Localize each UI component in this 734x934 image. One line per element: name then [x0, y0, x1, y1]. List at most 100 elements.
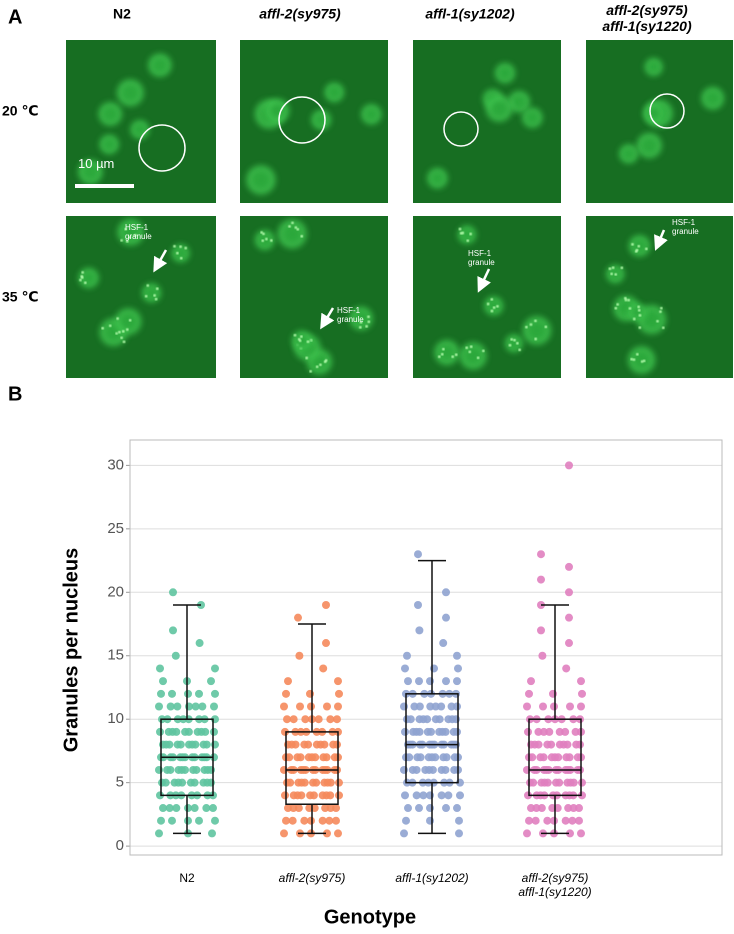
granule [490, 298, 494, 301]
data-point [333, 740, 341, 749]
nucleolus [120, 314, 136, 329]
granule [294, 226, 298, 229]
data-point [211, 740, 219, 749]
data-point [306, 689, 314, 698]
arrow [654, 229, 668, 251]
data-point [404, 677, 412, 686]
micrograph-content [413, 40, 561, 203]
data-point [169, 626, 177, 635]
data-point [569, 778, 578, 787]
data-point [578, 778, 586, 787]
data-point [210, 753, 218, 762]
data-point [563, 740, 572, 749]
data-point [539, 753, 548, 762]
granule [84, 281, 87, 285]
nucleus-outline [138, 124, 186, 172]
data-point [524, 727, 532, 736]
data-point [157, 689, 165, 698]
granule [173, 244, 176, 248]
data-point [415, 727, 424, 736]
nucleolus [642, 138, 657, 153]
granule [620, 266, 624, 270]
micrograph-content [586, 40, 733, 203]
nucleus-outline [649, 93, 685, 129]
granule [492, 306, 496, 309]
granule [261, 239, 265, 242]
micrograph-content [66, 40, 216, 203]
data-point [190, 804, 199, 813]
data-point [577, 702, 585, 711]
granule [128, 318, 132, 322]
data-point [528, 753, 537, 762]
data-point [335, 791, 343, 800]
data-point [453, 804, 461, 813]
data-point [191, 702, 200, 711]
data-point [322, 753, 331, 762]
data-point [401, 664, 409, 673]
granule [128, 235, 132, 239]
data-point [442, 677, 450, 686]
data-point [539, 702, 547, 711]
granule [661, 326, 665, 330]
granule [319, 363, 322, 367]
data-point [565, 461, 573, 470]
granule [516, 341, 519, 345]
granule [642, 359, 646, 363]
granule [367, 320, 371, 324]
granule [144, 294, 148, 298]
data-point [300, 778, 309, 787]
granule [637, 309, 641, 312]
panel-label: B [8, 383, 22, 405]
data-point [184, 804, 192, 813]
data-point [294, 804, 303, 813]
data-point [414, 550, 422, 559]
data-point [442, 588, 450, 597]
data-point [547, 740, 556, 749]
granule [616, 303, 619, 306]
data-point [566, 702, 574, 711]
data-point [286, 778, 295, 787]
nucleolus [296, 335, 308, 347]
granule [122, 340, 126, 344]
data-point [282, 816, 290, 825]
granule [179, 256, 183, 260]
data-point [211, 664, 219, 673]
granule [513, 338, 516, 342]
nucleolus [354, 311, 368, 325]
annotation: HSF-1 granule [672, 218, 699, 237]
nucleolus [513, 95, 526, 108]
granule [134, 233, 137, 237]
annotation: HSF-1 granule [468, 249, 495, 268]
data-point [415, 677, 423, 686]
micrograph [586, 216, 733, 378]
data-point [426, 677, 434, 686]
data-point [426, 816, 434, 825]
data-point [326, 715, 335, 724]
data-point [537, 804, 546, 813]
data-point [437, 791, 446, 800]
data-point [543, 778, 552, 787]
box [405, 693, 459, 784]
arrow [320, 307, 335, 330]
nucleolus [706, 91, 720, 105]
data-point [534, 740, 543, 749]
nucleolus [252, 171, 270, 189]
granule [323, 360, 327, 364]
data-point [442, 613, 450, 622]
panel-label: A [8, 6, 22, 28]
nucleolus [83, 164, 98, 179]
nucleolus [491, 100, 507, 116]
data-point [423, 715, 432, 724]
data-point [456, 791, 464, 800]
y-tick-label: 0 [116, 837, 124, 854]
data-point [201, 727, 210, 736]
data-point [284, 677, 292, 686]
data-point [157, 816, 165, 825]
data-point [537, 626, 545, 635]
data-point [529, 778, 538, 787]
granule [291, 221, 294, 225]
y-tick-label: 30 [107, 456, 124, 473]
data-point [415, 626, 424, 635]
data-point [165, 740, 174, 749]
data-point [415, 702, 424, 711]
